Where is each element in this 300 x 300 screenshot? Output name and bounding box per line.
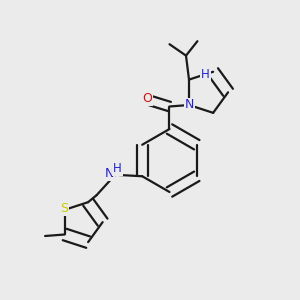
Text: N: N (104, 167, 114, 180)
Text: O: O (142, 92, 152, 105)
Text: S: S (60, 202, 68, 215)
Text: N: N (185, 98, 194, 112)
Text: H: H (201, 68, 210, 81)
Text: H: H (113, 162, 122, 175)
